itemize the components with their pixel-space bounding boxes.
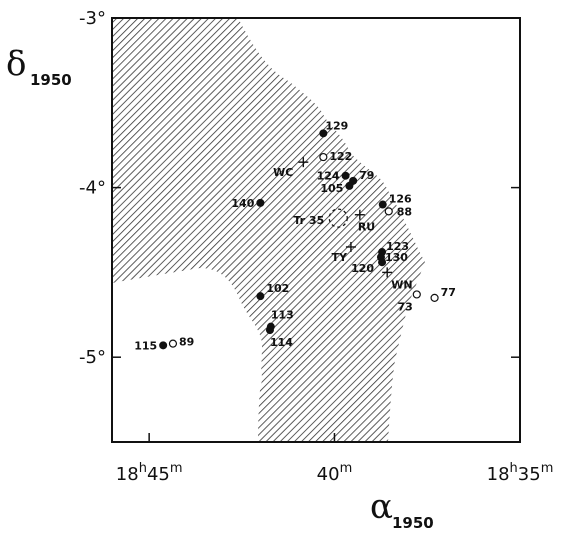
point-130-label: 130: [385, 251, 408, 264]
x-tick-label: 18h45m: [116, 461, 183, 485]
point-102-label: 102: [266, 282, 289, 295]
point-102-marker: [256, 292, 265, 301]
point-122-marker: [319, 152, 328, 162]
point-wc-marker: [298, 157, 309, 168]
point-114-label: 114: [270, 336, 293, 349]
point-129-marker: [319, 129, 328, 138]
point-wn-label: WN: [391, 278, 412, 291]
point-wc-label: WC: [273, 166, 293, 179]
point-wn-marker: [382, 267, 393, 278]
point-77-label: 77: [441, 286, 456, 299]
x-axis-title: α 1950: [370, 487, 434, 532]
y-axis-subscript: 1950: [30, 71, 72, 89]
point-120-marker: [378, 258, 387, 267]
x-tick-label: 18h35m: [487, 461, 554, 485]
point-140-label: 140: [231, 197, 254, 210]
point-89-marker: [168, 339, 178, 348]
point-88-label: 88: [397, 205, 412, 218]
point-122-label: 122: [329, 150, 352, 163]
point-123-label: 123: [386, 240, 409, 253]
point-124-marker: [341, 171, 350, 180]
point-89-label: 89: [179, 336, 194, 349]
point-126-marker: [378, 200, 387, 209]
point-79-label: 79: [359, 169, 374, 182]
point-115-marker: [159, 341, 168, 350]
y-axis-symbol: δ: [6, 44, 26, 84]
x-tick-label: 40m: [317, 461, 353, 485]
y-tick-label: -5°: [79, 347, 106, 368]
point-124-label: 124: [317, 170, 340, 183]
point-114-marker: [265, 326, 274, 335]
hatched-cloud-region: [112, 18, 425, 442]
y-tick-label: -3°: [79, 8, 106, 29]
y-tick-label: -4°: [79, 178, 106, 199]
point-120-label: 120: [351, 262, 374, 275]
point-73-label: 73: [397, 300, 412, 313]
point-105-marker: [345, 181, 354, 190]
point-73-marker: [412, 290, 421, 299]
plot-frame: [111, 17, 521, 443]
point-tr-35-marker: [328, 208, 348, 228]
point-88-marker: [384, 207, 393, 216]
point-129-label: 129: [325, 119, 348, 132]
clear-region: [112, 268, 262, 442]
x-axis-symbol: α: [370, 487, 393, 527]
point-tr-35-label: Tr 35: [293, 214, 324, 227]
point-ru-marker: [354, 209, 365, 220]
point-ty-label: TY: [331, 251, 348, 264]
point-113-label: 113: [271, 309, 294, 322]
point-140-marker: [256, 198, 265, 207]
y-axis-title: δ 1950: [6, 44, 72, 89]
point-105-label: 105: [320, 182, 343, 195]
point-ty-marker: [345, 241, 356, 252]
point-115-label: 115: [134, 339, 157, 352]
point-126-label: 126: [389, 193, 412, 206]
ticks-layer: -3° -4° -5° 18h45m 40m 18h35m: [79, 8, 553, 485]
x-axis-subscript: 1950: [392, 514, 434, 532]
point-ru-label: RU: [358, 221, 375, 234]
point-77-marker: [430, 293, 439, 302]
